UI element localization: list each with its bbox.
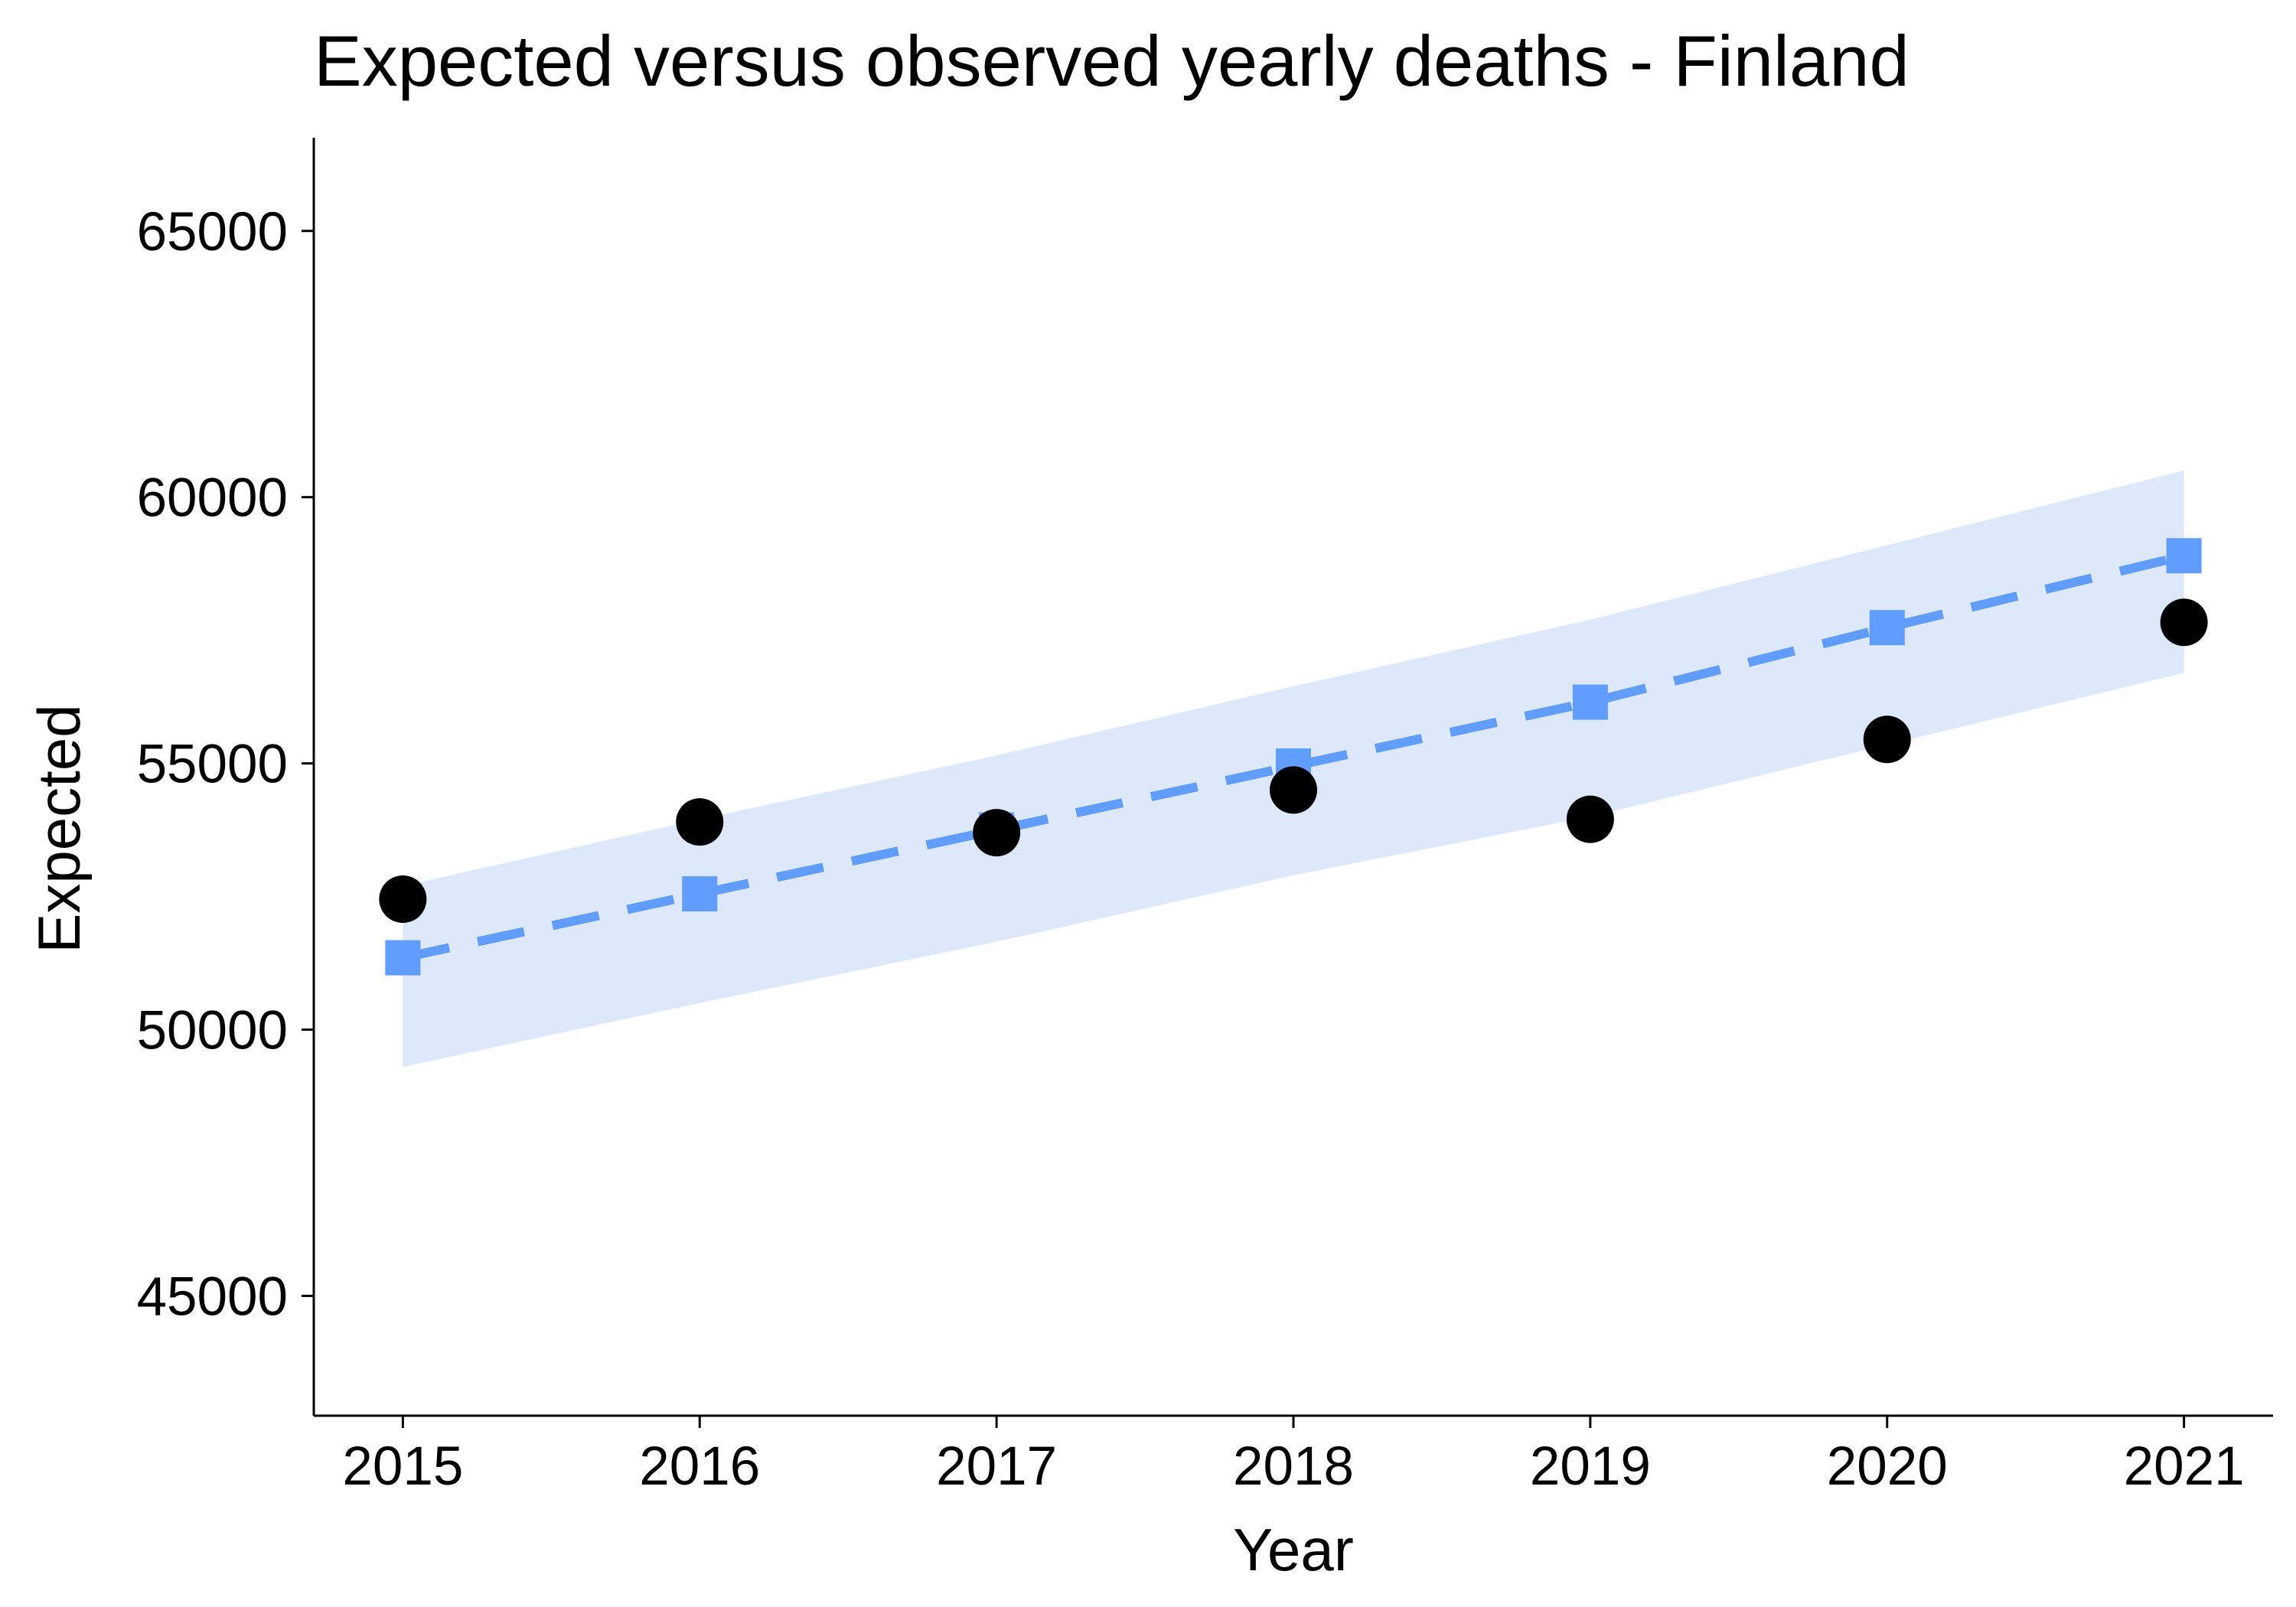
y-tick-label-60000: 60000: [137, 468, 288, 529]
y-tick-label-45000: 45000: [137, 1266, 288, 1327]
x-tick-label-2017: 2017: [936, 1436, 1057, 1497]
observed-marker-layer: [379, 598, 2208, 924]
y-tick-label-50000: 50000: [137, 1001, 288, 1061]
chart-title: Expected versus observed yearly deaths -…: [314, 21, 1910, 101]
y-axis-title: Expected: [25, 704, 93, 953]
expected-point-2019: [1572, 684, 1608, 720]
y-tick-label-55000: 55000: [137, 735, 288, 795]
observed-point-2021: [2160, 598, 2208, 647]
observed-point-2017: [973, 809, 1021, 857]
observed-point-2019: [1566, 795, 1614, 843]
expected-point-2020: [1869, 610, 1905, 646]
expected-point-2015: [385, 940, 421, 976]
x-tick-label-2016: 2016: [639, 1436, 760, 1497]
x-tick-label-2018: 2018: [1233, 1436, 1354, 1497]
x-tick-label-2020: 2020: [1827, 1436, 1948, 1497]
x-tick-label-2015: 2015: [342, 1436, 463, 1497]
expected-point-2016: [682, 876, 718, 912]
y-tick-label-65000: 65000: [137, 202, 288, 262]
axes: [302, 138, 2273, 1428]
observed-point-2016: [676, 798, 724, 846]
x-tick-label-2021: 2021: [2124, 1436, 2245, 1497]
observed-point-2015: [379, 875, 427, 924]
observed-point-2020: [1863, 715, 1911, 764]
expected-point-2021: [2166, 538, 2202, 574]
x-tick-label-2019: 2019: [1530, 1436, 1651, 1497]
x-axis-title: Year: [1233, 1516, 1354, 1583]
observed-point-2018: [1270, 766, 1317, 814]
tick-labels: 45000 50000 55000 60000 65000 2015 2016 2017 201…: [137, 202, 2245, 1497]
